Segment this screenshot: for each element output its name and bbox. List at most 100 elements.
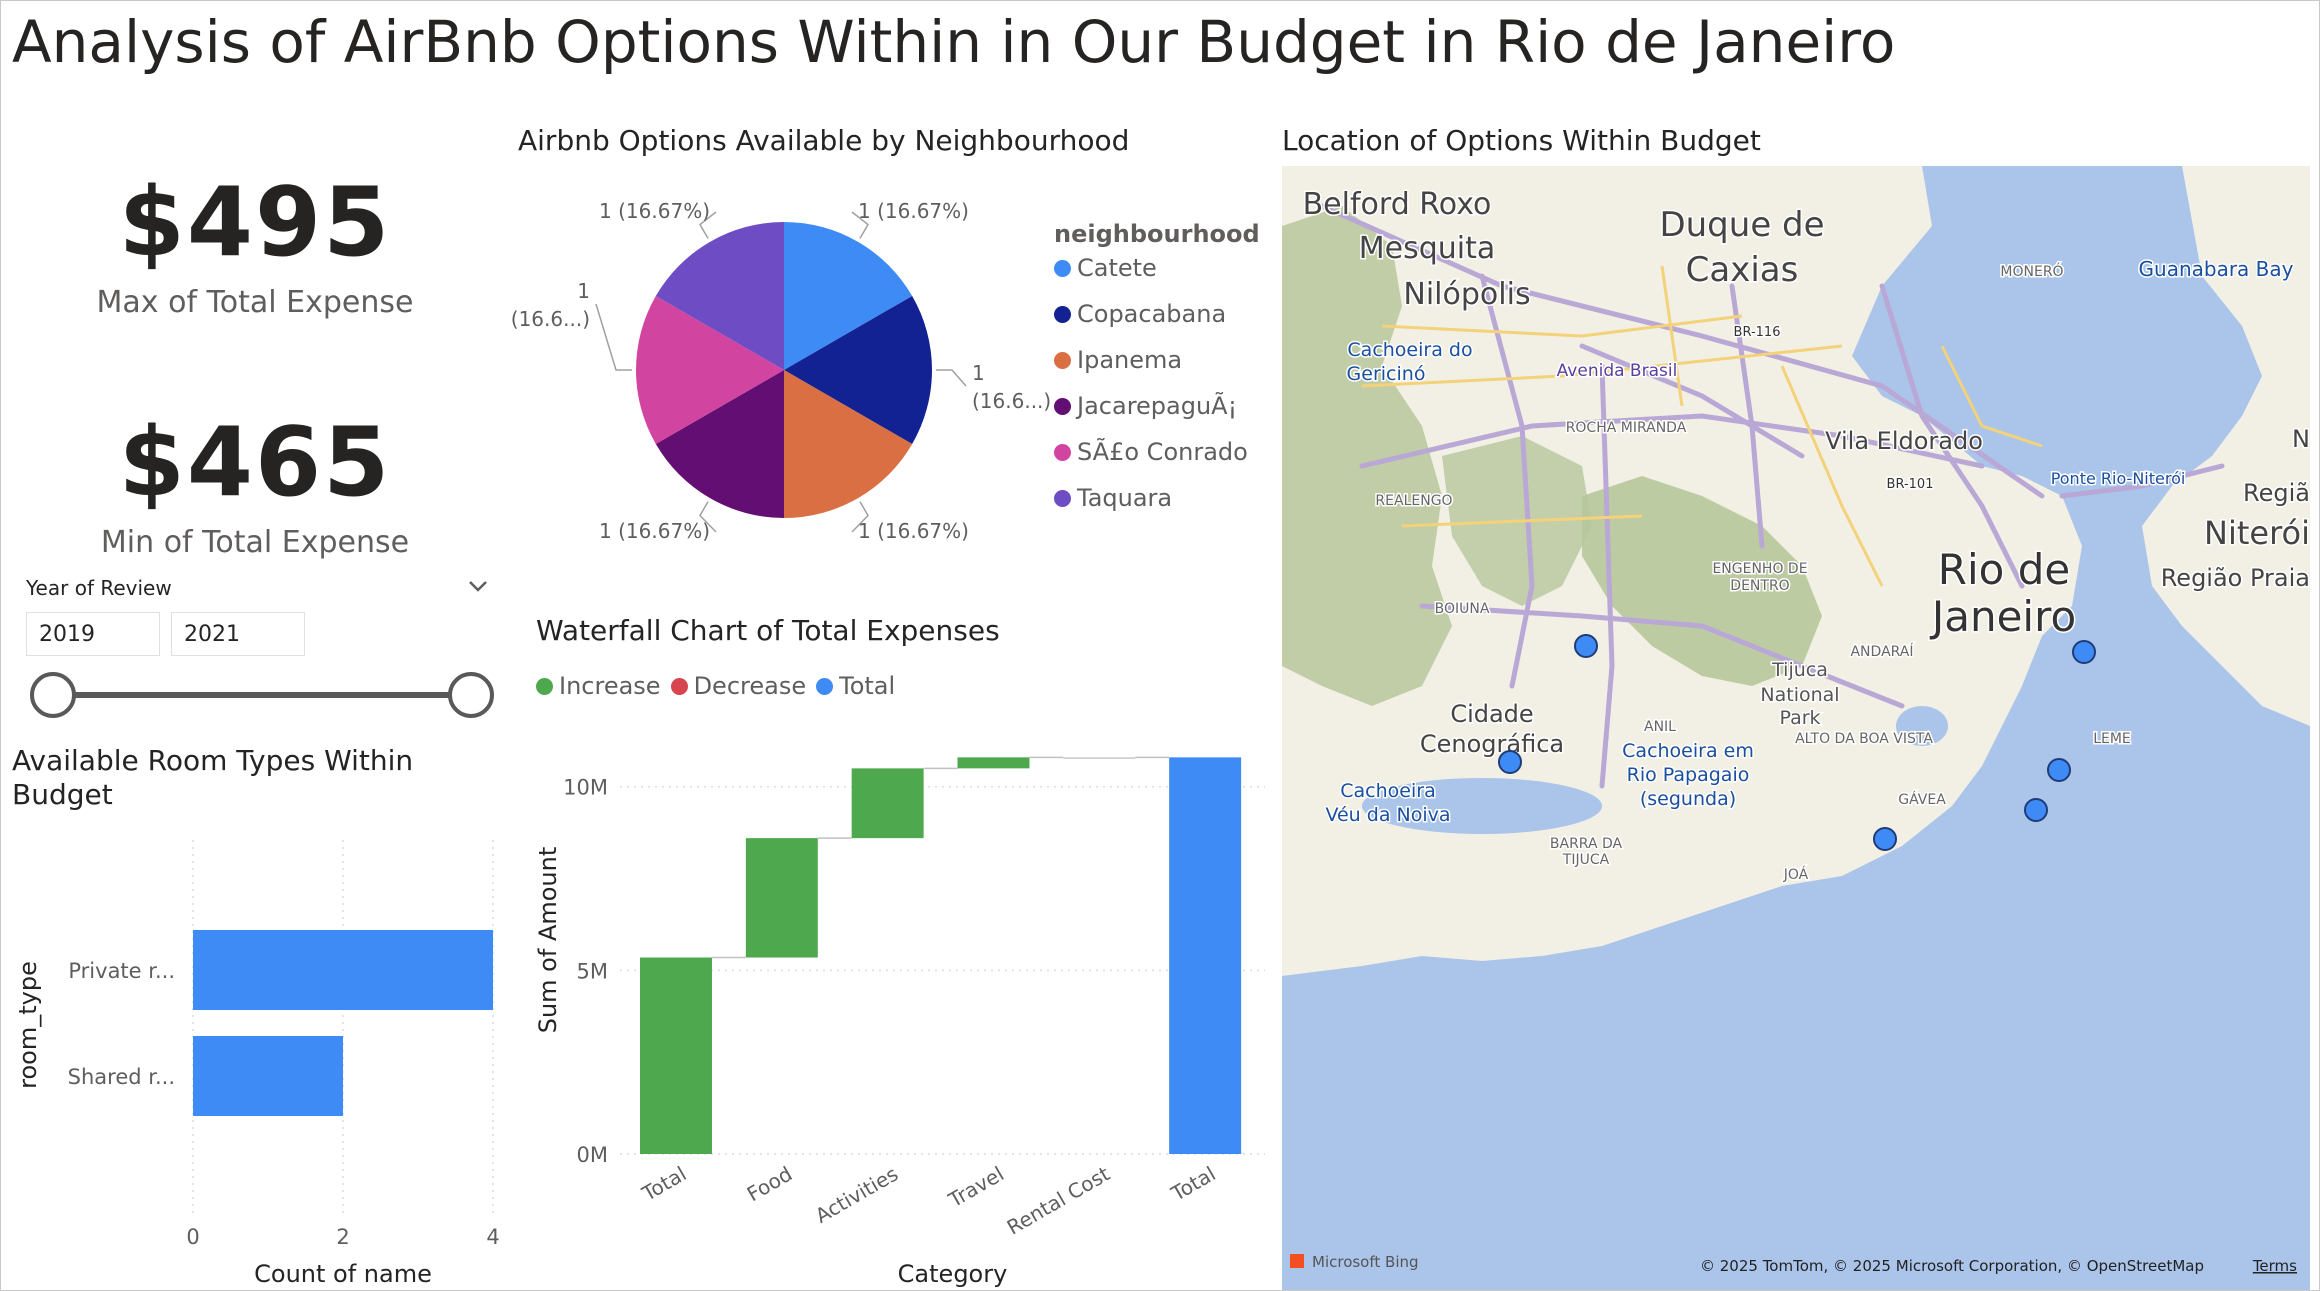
x-tick-label: Total bbox=[1166, 1162, 1219, 1207]
legend-marker bbox=[536, 678, 553, 695]
waterfall-bar[interactable] bbox=[851, 768, 924, 839]
slider-start-handle[interactable] bbox=[30, 672, 76, 718]
pie-legend-label: Taquara bbox=[1077, 484, 1173, 512]
pie-leader-line bbox=[699, 501, 717, 533]
waterfall-legend-item[interactable]: Increase bbox=[536, 672, 661, 700]
pie-legend-item[interactable]: JacarepaguÃ¡ bbox=[1054, 392, 1260, 438]
map-place-label: BARRA DA bbox=[1550, 836, 1623, 852]
pie-leader-line bbox=[851, 501, 869, 533]
map-place-label: (segunda) bbox=[1640, 788, 1736, 810]
map-street bbox=[1381, 314, 1743, 338]
map-street bbox=[1940, 345, 2043, 448]
map-place-label: National bbox=[1760, 684, 1839, 706]
map-road bbox=[1599, 363, 1615, 789]
map-place-label: Belford Roxo bbox=[1303, 187, 1492, 222]
pie-slice[interactable] bbox=[784, 296, 932, 444]
pie-slice[interactable] bbox=[784, 370, 913, 518]
pie-leader-line bbox=[936, 369, 967, 387]
legend-marker bbox=[1054, 352, 1071, 369]
waterfall-chart-title: Waterfall Chart of Total Expenses bbox=[536, 614, 1000, 647]
waterfall-bar[interactable] bbox=[745, 838, 818, 958]
pie-legend-item[interactable]: Copacabana bbox=[1054, 300, 1260, 346]
min-expense-value: $465 bbox=[118, 408, 392, 518]
pie-legend-item[interactable]: SÃ£o Conrado bbox=[1054, 438, 1260, 484]
map-place-label: Park bbox=[1779, 707, 1820, 729]
pie-data-label: 1 (16.67%) bbox=[858, 519, 969, 543]
map-place-label: Vila Eldorado bbox=[1825, 427, 1983, 455]
pie-slice[interactable] bbox=[655, 370, 784, 518]
room-type-bar-chart: Private r... Shared r... 0 2 4 Count of name r… bbox=[14, 840, 500, 1288]
map-terms-link[interactable]: Terms bbox=[2252, 1257, 2297, 1275]
map-location-marker[interactable] bbox=[2024, 798, 2048, 822]
map-road bbox=[1479, 273, 1535, 689]
x-tick-label: Rental Cost bbox=[1003, 1161, 1114, 1239]
map-lagoon bbox=[1362, 778, 1602, 834]
map-place-label: Rio de bbox=[1938, 545, 2070, 594]
rio-map[interactable]: Belford Roxo Mesquita Nilópolis Duque de Cax… bbox=[1282, 166, 2310, 1290]
map-place-label: Região Praia bbox=[2161, 564, 2310, 592]
map-location-marker[interactable] bbox=[1873, 827, 1897, 851]
waterfall-bar[interactable] bbox=[640, 957, 712, 1154]
legend-marker bbox=[670, 678, 688, 695]
waterfall-legend-item[interactable]: Decrease bbox=[670, 672, 806, 700]
pie-slice[interactable] bbox=[655, 222, 784, 370]
pie-legend-label: SÃ£o Conrado bbox=[1077, 438, 1248, 466]
map-place-label: TIJUCA bbox=[1562, 852, 1610, 868]
map-place-label: Mesquita bbox=[1359, 231, 1496, 266]
map-place-label: REALENGO bbox=[1375, 493, 1452, 509]
x-tick-label: 0 bbox=[186, 1225, 199, 1249]
map-street bbox=[1660, 265, 1684, 407]
waterfall-bar[interactable] bbox=[957, 757, 1030, 769]
map-location-marker[interactable] bbox=[2072, 640, 2096, 664]
pie-legend-item[interactable]: Taquara bbox=[1054, 484, 1260, 530]
pie-legend-item[interactable]: Ipanema bbox=[1054, 346, 1260, 392]
pie-legend: neighbourhood Catete Copacabana Ipanema Jac… bbox=[1054, 220, 1260, 530]
waterfall-legend: Increase Decrease Total bbox=[536, 672, 905, 700]
map-place-label: Cidade bbox=[1450, 700, 1533, 728]
max-expense-label: Max of Total Expense bbox=[96, 285, 414, 320]
x-tick-label: 4 bbox=[486, 1225, 499, 1249]
y-tick-label: 10M bbox=[563, 776, 608, 800]
map-place-label: Guanabara Bay bbox=[2139, 257, 2294, 281]
map-road bbox=[1319, 203, 2045, 499]
map-place-label: ENGENHO DE bbox=[1712, 561, 1807, 577]
map-forest bbox=[1282, 206, 1452, 706]
chevron-down-icon[interactable] bbox=[466, 578, 490, 594]
map-location-marker[interactable] bbox=[2047, 758, 2071, 782]
x-tick-label: Food bbox=[743, 1162, 797, 1207]
waterfall-bar[interactable] bbox=[1063, 757, 1136, 759]
waterfall-legend-label: Total bbox=[839, 672, 896, 700]
min-expense-label: Min of Total Expense bbox=[100, 525, 410, 560]
y-axis-title: room_type bbox=[14, 961, 42, 1089]
year-start-input[interactable]: 2019 bbox=[26, 612, 160, 656]
map-attribution[interactable]: © 2025 TomTom, © 2025 Microsoft Corporat… bbox=[1700, 1257, 2204, 1275]
map-place-label: N bbox=[2292, 425, 2310, 453]
map-place-label: Cenográfica bbox=[1420, 730, 1564, 758]
waterfall-bar[interactable] bbox=[1169, 757, 1242, 1154]
y-tick-label: 5M bbox=[577, 959, 608, 983]
waterfall-legend-item[interactable]: Total bbox=[816, 672, 895, 700]
room-bar[interactable] bbox=[193, 1036, 343, 1116]
map-place-label: Avenida Brasil bbox=[1557, 361, 1678, 381]
map-place-label: BR-116 bbox=[1734, 325, 1781, 340]
map-location-marker[interactable] bbox=[1574, 634, 1598, 658]
pie-data-label: 1 (16.67%) bbox=[858, 199, 969, 223]
slider-end-handle[interactable] bbox=[448, 672, 494, 718]
map-place-label: Cachoeira bbox=[1340, 780, 1435, 802]
pie-legend-label: Copacabana bbox=[1077, 300, 1227, 328]
legend-marker bbox=[1054, 444, 1071, 461]
map-place-label: ANIL bbox=[1644, 719, 1676, 735]
pie-legend-item[interactable]: Catete bbox=[1054, 254, 1260, 300]
pie-slice[interactable] bbox=[636, 296, 784, 444]
pie-data-label: 1 (16.67%) bbox=[599, 519, 710, 543]
pie-legend-label: Catete bbox=[1077, 254, 1157, 282]
room-bar[interactable] bbox=[193, 930, 493, 1010]
year-range-slider[interactable] bbox=[26, 668, 496, 724]
pie-slice[interactable] bbox=[784, 222, 913, 370]
room-chart-title: Available Room Types Within Budget bbox=[12, 744, 413, 812]
pie-data-label: 1 (16.67%) bbox=[599, 199, 710, 223]
map-place-label: MONERÓ bbox=[2000, 262, 2063, 280]
map-place-label: JOÁ bbox=[1783, 866, 1809, 883]
year-end-input[interactable]: 2021 bbox=[171, 612, 305, 656]
map-location-marker[interactable] bbox=[1498, 750, 1522, 774]
